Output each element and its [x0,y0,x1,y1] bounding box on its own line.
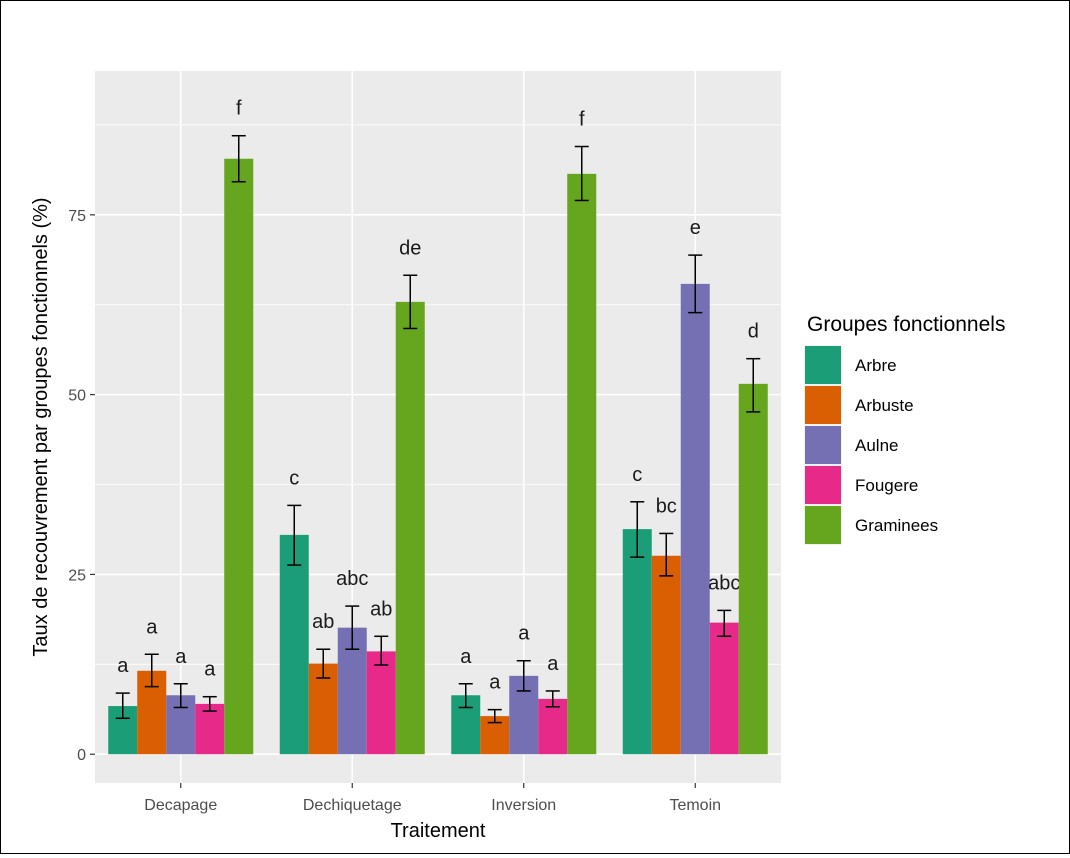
significance-letter: a [175,646,187,668]
bar-fougere-decapage [195,703,225,755]
legend-label-arbre: Arbre [855,356,897,375]
bar-graminees-dechiquetage [395,301,425,755]
significance-letter: abc [336,568,368,590]
y-axis-title: Taux de recouvrement par groupes fonctio… [30,197,52,656]
significance-letter: f [579,109,585,131]
legend-key-aulne [805,426,841,464]
x-tick-label: Inversion [491,797,556,814]
legend-key-fougere [805,466,841,504]
significance-letter: c [289,467,299,489]
bar-arbuste-temoin [651,555,681,755]
bar-fougere-inversion [538,698,568,755]
bar-aulne-temoin [680,283,710,755]
legend-key-arbuste [805,386,841,424]
significance-letter: ab [370,598,392,620]
x-tick-label: Dechiquetage [303,797,402,814]
significance-letter: a [146,616,158,638]
x-axis-title: Traitement [391,820,486,842]
significance-letter: f [236,98,242,120]
legend-key-arbre [805,346,841,384]
legend-label-arbuste: Arbuste [855,396,914,415]
bar-arbre-dechiquetage [279,534,309,755]
bar-fougere-dechiquetage [366,651,396,755]
significance-letter: d [748,321,759,343]
y-tick-label: 0 [77,747,86,764]
bar-arbre-temoin [622,529,652,755]
significance-letter: a [117,655,129,677]
bar-graminees-temoin [738,383,768,755]
legend-label-aulne: Aulne [855,436,898,455]
significance-letter: c [632,464,642,486]
significance-letter: abc [708,572,740,594]
legend-label-graminees: Graminees [855,516,938,535]
significance-letter: a [547,653,559,675]
significance-letter: de [399,237,421,259]
significance-letter: bc [656,495,677,517]
y-tick-label: 25 [68,567,86,584]
legend-key-graminees [805,506,841,544]
legend-label-fougere: Fougere [855,476,918,495]
bar-graminees-decapage [224,158,254,755]
y-tick-label: 75 [68,208,86,225]
significance-letter: a [489,672,501,694]
legend-title: Groupes fonctionnels [807,313,1005,336]
x-tick-label: Decapage [144,797,217,814]
significance-letter: e [690,217,701,239]
significance-letter: a [204,659,216,681]
significance-letter: a [460,646,472,668]
significance-letter: a [518,623,530,645]
bar-fougere-temoin [709,622,739,755]
y-tick-label: 50 [68,388,86,405]
significance-letter: ab [312,611,334,633]
x-tick-label: Temoin [669,797,721,814]
bar-graminees-inversion [567,173,597,755]
